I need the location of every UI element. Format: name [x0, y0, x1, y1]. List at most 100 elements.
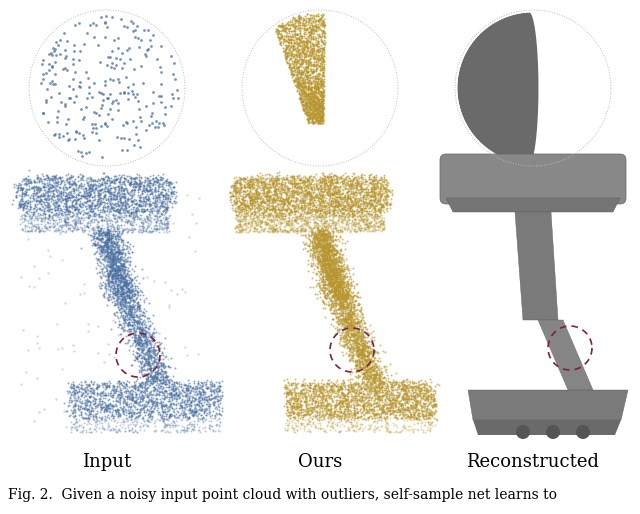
Point — [138, 186, 148, 194]
Point — [270, 195, 280, 204]
Point — [312, 113, 322, 121]
Point — [105, 190, 115, 198]
Point — [104, 381, 114, 389]
Point — [289, 207, 299, 215]
Point — [327, 190, 337, 198]
Point — [410, 408, 420, 416]
Point — [124, 291, 134, 299]
Point — [135, 178, 145, 187]
Point — [424, 426, 435, 434]
Point — [147, 393, 157, 401]
Point — [337, 341, 347, 349]
Point — [230, 222, 241, 230]
Point — [242, 210, 252, 218]
Point — [305, 249, 315, 258]
Point — [307, 185, 317, 193]
Point — [86, 204, 96, 212]
Point — [264, 182, 274, 191]
Point — [412, 383, 422, 392]
Point — [324, 233, 334, 241]
Point — [108, 401, 118, 410]
Point — [157, 183, 168, 191]
Point — [335, 335, 346, 343]
Point — [349, 404, 360, 412]
Point — [136, 198, 146, 207]
Point — [246, 177, 257, 185]
Point — [279, 196, 289, 204]
Point — [300, 192, 310, 200]
Point — [298, 411, 308, 419]
Point — [22, 176, 32, 184]
Point — [282, 51, 292, 59]
Point — [254, 211, 264, 219]
Point — [278, 185, 289, 193]
Point — [159, 412, 169, 420]
Point — [118, 274, 128, 283]
Circle shape — [576, 425, 590, 439]
Point — [316, 114, 326, 122]
Point — [297, 212, 307, 220]
Point — [353, 328, 363, 336]
Point — [300, 401, 310, 410]
Point — [316, 195, 326, 203]
Point — [353, 328, 363, 337]
Point — [317, 47, 327, 56]
Point — [322, 284, 332, 292]
Point — [341, 400, 351, 408]
Point — [278, 36, 289, 45]
Point — [273, 175, 283, 183]
Point — [76, 203, 86, 211]
Point — [144, 350, 154, 358]
Point — [82, 192, 92, 200]
Point — [359, 349, 369, 357]
Point — [349, 403, 359, 411]
Point — [163, 187, 173, 195]
Point — [129, 320, 140, 328]
Point — [311, 38, 321, 46]
Point — [335, 190, 346, 198]
Point — [320, 268, 330, 276]
Point — [105, 207, 115, 215]
Point — [392, 407, 403, 415]
Point — [70, 215, 81, 224]
Point — [265, 224, 275, 232]
Point — [346, 183, 356, 192]
Point — [147, 209, 157, 217]
Point — [105, 241, 115, 249]
Point — [308, 26, 319, 34]
Point — [289, 58, 300, 66]
Point — [310, 399, 321, 407]
Point — [290, 178, 300, 187]
Circle shape — [546, 425, 560, 439]
Point — [210, 404, 220, 412]
Point — [100, 183, 110, 191]
Point — [323, 291, 333, 299]
Point — [323, 271, 333, 279]
Point — [243, 221, 253, 229]
Point — [157, 174, 167, 182]
Point — [327, 384, 337, 393]
Point — [319, 256, 330, 264]
Point — [305, 196, 315, 205]
Point — [118, 208, 128, 216]
Point — [83, 406, 93, 414]
Point — [316, 88, 326, 97]
Point — [300, 210, 310, 218]
Point — [102, 425, 112, 433]
Point — [314, 242, 324, 250]
Point — [397, 405, 407, 413]
Point — [74, 213, 84, 222]
Point — [342, 412, 353, 420]
Point — [319, 255, 329, 263]
Point — [108, 76, 118, 84]
Point — [79, 180, 89, 188]
Point — [304, 81, 314, 89]
Point — [337, 298, 348, 306]
Point — [195, 396, 205, 404]
Point — [282, 396, 292, 405]
Point — [313, 82, 323, 90]
Point — [349, 410, 359, 418]
Point — [291, 392, 301, 400]
Point — [100, 383, 111, 391]
Point — [332, 218, 342, 226]
